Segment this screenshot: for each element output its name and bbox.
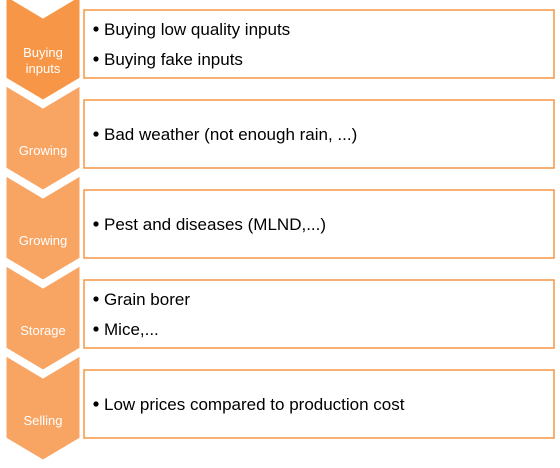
step-item: Buying low quality inputs	[104, 20, 290, 39]
bullet	[93, 326, 99, 332]
chevron	[5, 175, 81, 281]
step-box	[83, 369, 555, 439]
step-item: Pest and diseases (MLND,...)	[104, 215, 326, 234]
chevron	[5, 85, 81, 191]
step-box	[83, 279, 555, 349]
stage-label: Selling	[23, 413, 62, 428]
bullet	[93, 56, 99, 62]
stage-label: Growing	[19, 143, 67, 158]
step-item: Low prices compared to production cost	[104, 395, 405, 414]
bullet	[93, 131, 99, 137]
chevron	[5, 355, 81, 461]
step-item: Mice,...	[104, 320, 159, 339]
bullet	[93, 296, 99, 302]
chevron	[5, 0, 81, 101]
bullet	[93, 26, 99, 32]
bullet	[93, 221, 99, 227]
step-box	[83, 189, 555, 259]
step-item: Bad weather (not enough rain, ...)	[104, 125, 357, 144]
stage-label: inputs	[26, 61, 61, 76]
bullet	[93, 401, 99, 407]
step-item: Buying fake inputs	[104, 50, 243, 69]
stage-label: Buying	[23, 45, 63, 60]
step-box	[83, 9, 555, 79]
step-box	[83, 99, 555, 169]
stage-label: Growing	[19, 233, 67, 248]
stage-label: Storage	[20, 323, 66, 338]
chevron	[5, 265, 81, 371]
step-item: Grain borer	[104, 290, 190, 309]
